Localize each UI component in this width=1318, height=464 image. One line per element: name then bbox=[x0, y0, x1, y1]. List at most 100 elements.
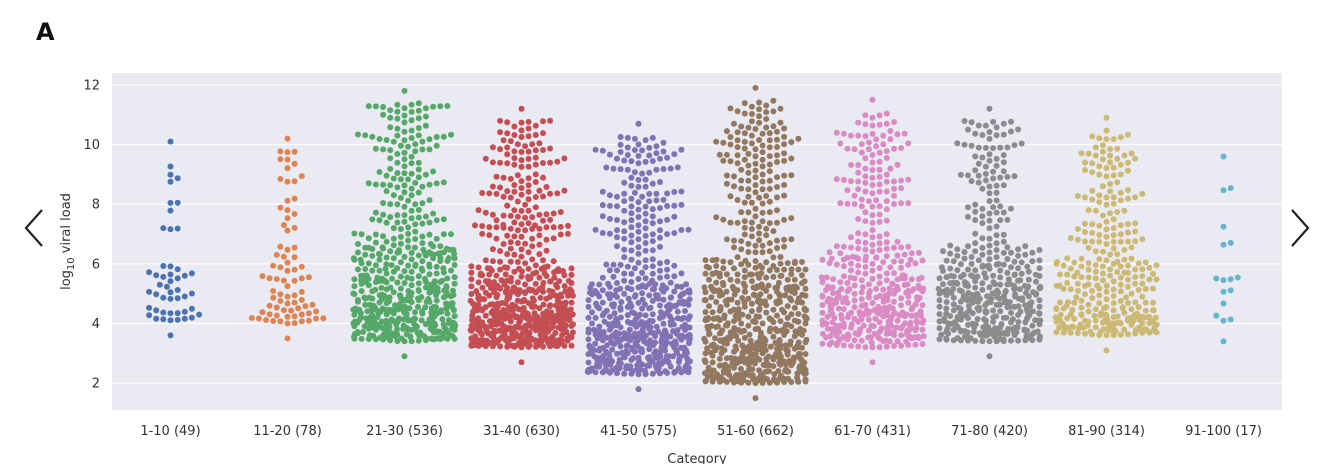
data-point bbox=[1067, 329, 1074, 336]
data-point bbox=[901, 251, 908, 258]
data-point bbox=[954, 267, 961, 274]
data-point bbox=[1015, 265, 1022, 272]
data-point bbox=[738, 238, 745, 245]
data-point bbox=[833, 176, 840, 183]
data-point bbox=[660, 196, 667, 203]
data-point bbox=[752, 126, 759, 132]
data-point bbox=[712, 335, 718, 342]
data-point bbox=[635, 199, 642, 206]
data-point bbox=[511, 161, 518, 168]
data-point bbox=[858, 196, 865, 203]
data-point bbox=[847, 274, 854, 281]
data-point bbox=[855, 162, 862, 168]
data-point bbox=[1092, 144, 1099, 151]
data-point bbox=[621, 246, 628, 253]
data-point bbox=[766, 177, 773, 184]
data-point bbox=[1117, 189, 1124, 196]
data-point bbox=[1125, 331, 1131, 338]
data-point bbox=[277, 204, 284, 211]
x-tick-label: 41-50 (575) bbox=[600, 424, 677, 439]
data-point bbox=[657, 260, 663, 267]
data-point bbox=[869, 275, 876, 282]
data-point bbox=[851, 290, 858, 297]
data-point bbox=[657, 274, 663, 281]
data-point bbox=[965, 266, 971, 273]
data-point bbox=[365, 235, 372, 242]
data-point bbox=[667, 279, 674, 286]
data-point bbox=[748, 233, 755, 240]
data-point bbox=[1000, 182, 1007, 189]
data-point bbox=[401, 218, 408, 225]
data-point bbox=[903, 338, 910, 345]
data-point bbox=[284, 313, 291, 320]
data-point bbox=[1000, 238, 1007, 245]
data-point bbox=[734, 219, 741, 226]
data-point bbox=[1103, 257, 1110, 264]
data-point bbox=[422, 304, 429, 311]
data-point bbox=[954, 335, 961, 341]
data-point bbox=[1071, 299, 1078, 306]
data-point bbox=[727, 354, 734, 361]
data-point bbox=[705, 315, 712, 321]
data-point bbox=[408, 127, 415, 134]
data-point bbox=[174, 316, 181, 323]
data-point bbox=[1073, 294, 1080, 301]
data-point bbox=[950, 307, 957, 314]
data-point bbox=[635, 120, 642, 127]
data-point bbox=[727, 134, 734, 140]
data-point bbox=[950, 301, 957, 308]
data-point bbox=[372, 145, 379, 152]
data-point bbox=[621, 198, 628, 205]
data-point bbox=[883, 198, 890, 205]
data-point bbox=[532, 222, 538, 229]
data-point bbox=[552, 329, 559, 336]
data-point bbox=[146, 269, 153, 276]
data-point bbox=[1028, 299, 1035, 306]
data-point bbox=[1125, 167, 1131, 174]
data-point bbox=[540, 301, 547, 308]
data-point bbox=[613, 315, 620, 322]
data-point bbox=[748, 103, 755, 110]
data-point bbox=[955, 304, 962, 311]
data-point bbox=[603, 307, 610, 314]
data-point bbox=[635, 160, 642, 167]
data-point bbox=[298, 311, 305, 318]
data-point bbox=[1004, 244, 1011, 251]
data-point bbox=[607, 291, 614, 298]
data-point bbox=[284, 246, 291, 253]
data-point bbox=[872, 315, 879, 322]
data-point bbox=[401, 137, 408, 144]
data-point bbox=[993, 223, 1000, 230]
data-point bbox=[608, 338, 615, 345]
data-point bbox=[623, 348, 630, 355]
data-point bbox=[525, 220, 532, 227]
data-point bbox=[394, 326, 401, 333]
data-point bbox=[394, 265, 401, 272]
data-point bbox=[986, 183, 993, 190]
data-point bbox=[295, 305, 302, 312]
data-point bbox=[756, 223, 763, 230]
data-point bbox=[714, 371, 721, 378]
data-point bbox=[621, 219, 628, 226]
next-button[interactable] bbox=[1288, 206, 1312, 250]
data-point bbox=[846, 286, 853, 293]
y-tick-label: 10 bbox=[83, 138, 100, 153]
data-point bbox=[624, 166, 631, 173]
data-point bbox=[657, 179, 663, 185]
data-point bbox=[387, 214, 394, 221]
data-point bbox=[745, 240, 752, 247]
data-point bbox=[277, 318, 284, 325]
previous-button[interactable] bbox=[22, 206, 46, 250]
data-point bbox=[320, 315, 327, 322]
data-point bbox=[585, 297, 592, 304]
data-point bbox=[596, 281, 603, 288]
data-point bbox=[876, 158, 883, 165]
data-point bbox=[415, 125, 422, 131]
data-point bbox=[565, 230, 571, 237]
data-point bbox=[277, 176, 284, 182]
data-point bbox=[1142, 286, 1149, 292]
data-point bbox=[1078, 297, 1085, 304]
data-point bbox=[795, 339, 802, 346]
data-point bbox=[270, 294, 277, 301]
